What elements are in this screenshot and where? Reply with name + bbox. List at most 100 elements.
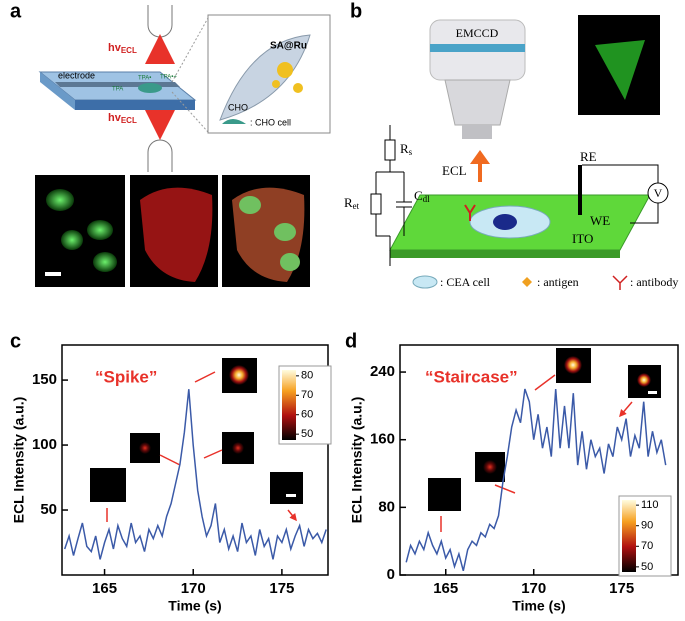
cells-red [140,187,213,282]
capacitor [396,201,412,208]
nucleus [274,223,296,241]
nucleus [239,196,261,214]
colorbar-tick-label: 80 [301,370,313,382]
resistor [370,193,382,215]
cell [138,83,162,93]
cell-green [595,40,645,100]
colorbar-tick-label: 70 [301,389,313,401]
nucleus [46,189,74,211]
colorbar-tick-label: 50 [641,561,653,573]
y-tick-label: 100 [32,436,57,453]
panel-label: d [345,330,357,352]
antibody [464,204,476,221]
cdl-label: Cdl [414,188,430,204]
pipette [147,139,173,172]
resistor [384,139,396,161]
hv-label: hvECL [108,112,137,125]
emccd: EMCCD [456,26,499,40]
legend-label: : CHO cell [250,117,291,127]
panel-b: b EMCCD ECL RE WE ITO V Rs Ret Cdl : CEA… [344,0,678,290]
x-tick-label: 175 [269,580,294,597]
sa-ru [272,80,280,88]
data-line [63,389,327,560]
ecl-label: ECL [442,163,467,178]
annotation: “Staircase” [425,367,518,386]
panel-a: a hvECL hvECL electrode TPA TPA• TPA•+ S… [10,0,331,287]
legend-label: : antigen [537,275,579,289]
legend-antibody [612,275,628,290]
nucleus [493,214,517,230]
we-label: WE [590,213,610,228]
y-tick-label: 50 [40,501,57,518]
legend-antigen [522,277,532,287]
y-tick-label: 240 [370,363,395,380]
colorbar-tick-label: 70 [641,540,653,552]
inset [270,472,303,504]
arrow [440,374,633,532]
scale-bar [45,272,61,276]
electrode-side [40,72,75,110]
y-axis-label: ECL Intensity (a.u.) [349,397,365,524]
plot-frame [61,344,329,576]
panel-label: c [10,330,21,352]
y-tick-label: 80 [378,498,395,515]
legend-label: : CEA cell [440,275,491,289]
ito-side [390,250,620,258]
callout [171,17,209,133]
ret-label: Ret [344,195,360,211]
circuit [375,125,405,266]
legend-cell [222,119,246,124]
panel-label: b [350,0,362,22]
x-axis-label: Time (s) [512,598,565,614]
ito-label: ITO [572,231,593,246]
sa-ru [293,83,303,93]
nucleus [61,230,83,250]
objective [444,79,511,126]
tpa: TPA•+ [160,75,177,81]
rs-label: Rs [400,141,413,157]
tpa: TPA• [138,76,151,82]
y-tick-label: 150 [32,371,57,388]
sa-ru-label: SA@Ru [270,41,307,52]
x-tick-label: 165 [92,580,117,597]
x-axis-label: Time (s) [168,598,221,614]
y-tick-label: 160 [370,431,395,448]
colorbar-tick-label: 60 [301,409,313,421]
legend-cell [412,275,438,289]
x-tick-label: 170 [181,580,206,597]
x-tick-label: 165 [433,580,458,597]
legend-label: : antibody [630,275,678,289]
nucleus [93,252,117,272]
tpa: TPA [112,87,123,93]
y-tick-label: 0 [387,566,395,583]
colorbar-tick-label: 50 [301,428,313,440]
data-line [405,388,667,571]
camera-band [430,44,525,52]
colorbar-gradient [622,500,636,572]
sa-ru [277,62,293,78]
re-label: RE [580,149,597,164]
colorbar-tick-label: 110 [641,499,659,511]
insets [90,348,661,532]
arrow [106,371,296,522]
pipette [147,5,173,38]
x-tick-label: 170 [521,580,546,597]
arrow [470,150,490,182]
plot-frame [399,344,679,576]
x-tick-label: 175 [609,580,634,597]
nucleus [280,253,300,271]
inset [428,478,461,511]
electrode-side [75,100,195,110]
nucleus [87,220,113,240]
inset [90,468,126,502]
voltmeter [647,182,669,204]
cho-cell [219,34,311,121]
annotation: “Spike” [95,367,157,386]
hv-label: hvECL [108,42,137,55]
wire [582,164,659,224]
panel-label: a [10,0,22,22]
y-axis-label: ECL Intensity (a.u.) [11,397,27,524]
lens [462,125,492,139]
cho-label: CHO [228,102,248,112]
